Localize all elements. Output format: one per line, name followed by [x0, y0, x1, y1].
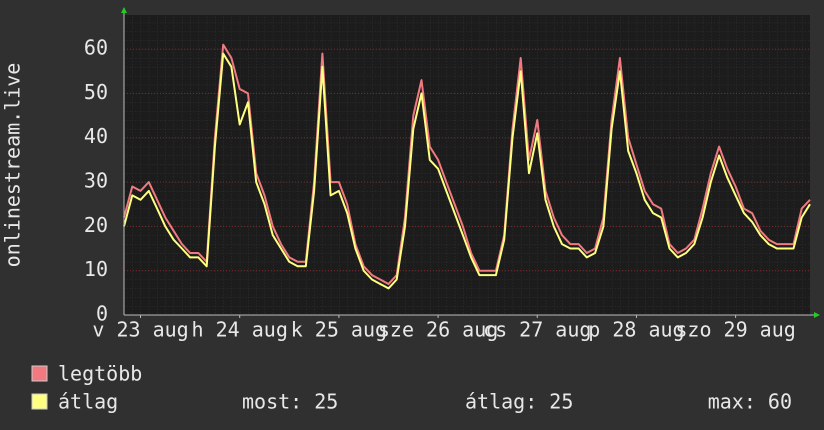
- x-tick-label: v 23 aug: [92, 318, 188, 342]
- minor-grid: [124, 15, 810, 315]
- x-tick-label: szo 29 aug: [675, 318, 795, 342]
- y-tick-label: 10: [84, 257, 108, 281]
- axis-arrow: [814, 312, 820, 318]
- y-tick-label: 30: [84, 169, 108, 193]
- legend-swatch: [31, 393, 48, 410]
- y-tick-label: 20: [84, 213, 108, 237]
- series-line: [123, 43, 811, 285]
- y-axis-label: onlinestream.live: [1, 63, 25, 268]
- x-tick-label: h 24 aug: [192, 318, 288, 342]
- legend-label: legtöbb: [58, 362, 142, 386]
- y-tick-label: 0: [96, 302, 108, 326]
- y-tick-label: 60: [84, 36, 108, 60]
- x-tick-label: sze 26 aug: [378, 318, 498, 342]
- x-tick-label: cs 27 aug: [483, 318, 591, 342]
- series-line: [123, 52, 811, 290]
- y-tick-label: 40: [84, 124, 108, 148]
- legend-stat: max: 60: [708, 390, 792, 414]
- legend-swatch: [31, 365, 48, 382]
- legend-stat: most: 25: [242, 390, 338, 414]
- x-tick-label: p 28 aug: [588, 318, 684, 342]
- legend-stat: átlag: 25: [465, 390, 573, 414]
- axis-arrow: [121, 7, 127, 13]
- legend-label: átlag: [58, 390, 118, 414]
- x-tick-label: k 25 aug: [291, 318, 387, 342]
- y-tick-label: 50: [84, 80, 108, 104]
